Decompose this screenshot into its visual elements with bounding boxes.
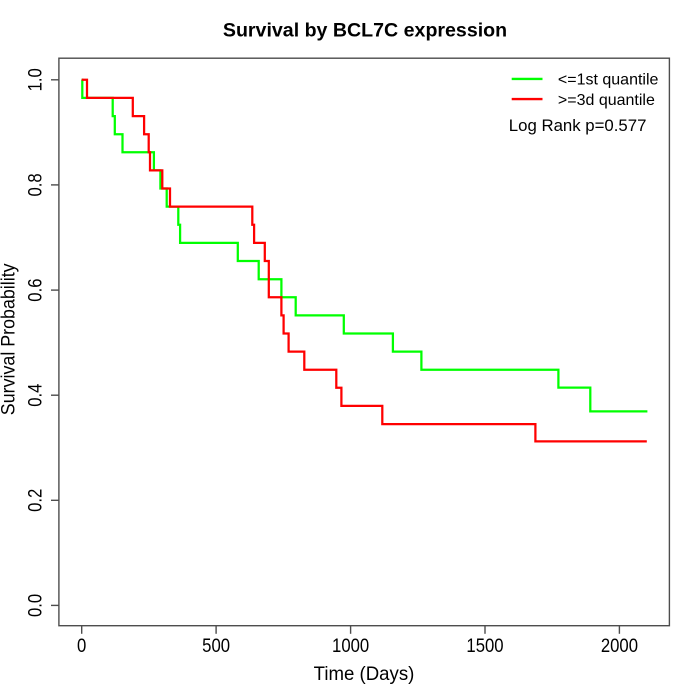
- svg-text:<=1st quantile: <=1st quantile: [558, 72, 659, 89]
- svg-text:1.0: 1.0: [24, 68, 45, 91]
- svg-text:0: 0: [77, 635, 86, 656]
- svg-text:500: 500: [202, 635, 230, 656]
- svg-text:1000: 1000: [332, 635, 369, 656]
- svg-text:Time (Days): Time (Days): [314, 664, 415, 685]
- svg-text:>=3d quantile: >=3d quantile: [558, 92, 655, 109]
- svg-text:0.4: 0.4: [24, 384, 45, 407]
- svg-text:0.0: 0.0: [24, 594, 45, 617]
- svg-text:Survival Probability: Survival Probability: [0, 263, 19, 415]
- svg-text:2000: 2000: [601, 635, 638, 656]
- svg-text:Log Rank p=0.577: Log Rank p=0.577: [509, 116, 647, 135]
- svg-text:1500: 1500: [466, 635, 503, 656]
- svg-text:Survival by BCL7C expression: Survival by BCL7C expression: [223, 19, 507, 41]
- svg-text:0.6: 0.6: [24, 278, 45, 301]
- svg-text:0.2: 0.2: [24, 489, 45, 512]
- svg-text:0.8: 0.8: [24, 173, 45, 196]
